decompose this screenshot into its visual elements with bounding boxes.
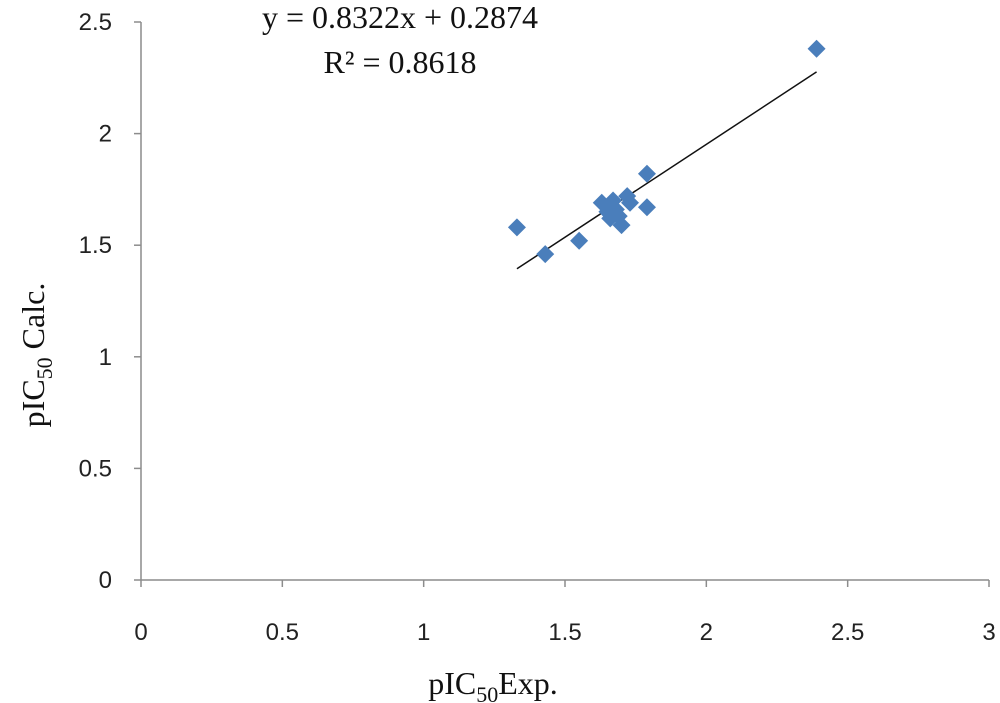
y-tick-label: 2.5 — [79, 9, 112, 36]
y-tick-labels: 0 0.5 1 1.5 2 2.5 — [79, 9, 112, 594]
x-tick-label: 2 — [700, 619, 713, 646]
y-tick-label: 2 — [99, 121, 112, 148]
x-tick-label: 3 — [982, 619, 995, 646]
y-tick-label: 1 — [99, 344, 112, 371]
data-points — [507, 39, 826, 264]
data-point-marker — [536, 245, 555, 264]
x-tick-label: 1 — [417, 619, 430, 646]
x-tick-label: 2.5 — [831, 619, 864, 646]
data-point-marker — [570, 231, 589, 250]
x-tick-label: 0 — [134, 619, 147, 646]
data-point-marker — [637, 164, 656, 183]
y-tick-label: 1.5 — [79, 232, 112, 259]
data-point-marker — [807, 39, 826, 58]
y-tick-label: 0 — [99, 567, 112, 594]
x-tick-label: 1.5 — [548, 619, 581, 646]
data-point-marker — [621, 193, 640, 212]
axes — [134, 21, 990, 587]
data-point-marker — [612, 216, 631, 235]
y-axis-label: pIC50 Calc. — [15, 283, 57, 428]
data-point-marker — [637, 198, 656, 217]
r-squared-label: R² = 0.8618 — [324, 44, 477, 80]
data-point-marker — [507, 218, 526, 237]
x-axis-label: pIC50Exp. — [428, 665, 558, 703]
y-tick-label: 0.5 — [79, 455, 112, 482]
x-tick-label: 0.5 — [266, 619, 299, 646]
trendline — [516, 71, 817, 270]
x-tick-labels: 0 0.5 1 1.5 2 2.5 3 — [134, 619, 995, 646]
trendline-equation: y = 0.8322x + 0.2874 — [262, 0, 538, 35]
